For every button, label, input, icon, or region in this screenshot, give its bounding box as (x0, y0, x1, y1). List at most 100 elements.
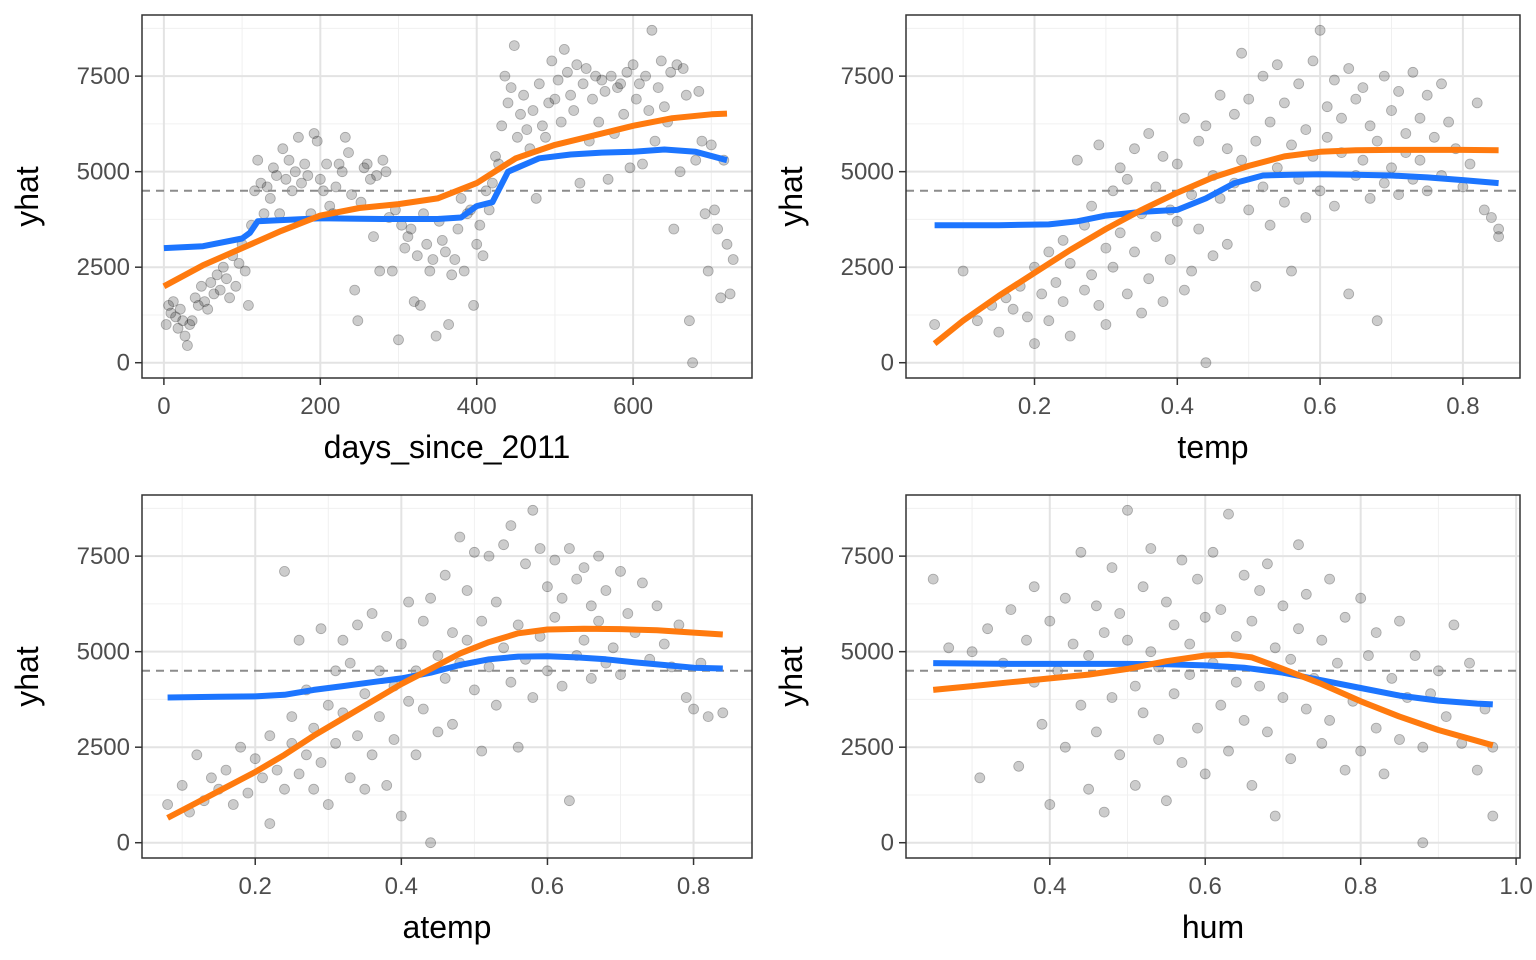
data-point (558, 44, 570, 55)
data-point (546, 55, 558, 67)
data-point (565, 89, 576, 101)
data-point (1238, 569, 1250, 581)
data-point (674, 166, 686, 178)
data-point (377, 154, 389, 166)
data-point (512, 619, 524, 631)
data-point (211, 269, 223, 281)
data-point (1161, 596, 1172, 608)
data-point (1400, 128, 1412, 139)
data-point (1168, 619, 1180, 631)
data-point (1355, 592, 1367, 604)
y-axis-title: yhat (773, 646, 809, 707)
data-point (1493, 231, 1504, 243)
data-point (1357, 154, 1369, 166)
panel-hum: 0.4 0.6 0.8 1.0 0 2500 5000 7500 hum yhat (773, 494, 1533, 945)
x-axis-title: days_since_2011 (324, 429, 571, 465)
data-point (458, 265, 470, 277)
data-point (1286, 139, 1297, 151)
data-point (330, 181, 342, 193)
data-point (1300, 124, 1312, 136)
data-point (1043, 315, 1055, 327)
data-point (257, 772, 268, 784)
data-point (1044, 615, 1056, 627)
data-point (321, 158, 333, 170)
data-point (505, 676, 517, 688)
data-point (1067, 638, 1079, 650)
data-point (1050, 277, 1062, 288)
data-point (549, 611, 561, 623)
data-point (393, 334, 404, 346)
data-point (322, 799, 334, 810)
data-point (414, 299, 426, 311)
data-point (227, 799, 239, 810)
data-point (552, 74, 564, 86)
data-point (622, 608, 634, 619)
data-point (709, 204, 720, 216)
data-point (176, 780, 188, 791)
data-point (1493, 223, 1504, 235)
data-point (1262, 726, 1273, 738)
data-point (1271, 59, 1283, 71)
data-point (1343, 288, 1355, 300)
data-point (1293, 623, 1304, 635)
data-point (1114, 227, 1126, 239)
data-point (1407, 66, 1419, 78)
blue-curve (933, 660, 1493, 708)
data-point (1277, 600, 1289, 612)
data-point (1122, 634, 1133, 646)
data-point (439, 673, 451, 684)
data-point (402, 231, 414, 243)
data-point (1100, 242, 1112, 254)
data-point (1314, 24, 1326, 36)
data-point (430, 330, 442, 342)
data-point (471, 238, 483, 250)
data-point (1022, 311, 1033, 323)
data-point (1316, 738, 1328, 749)
data-point (652, 82, 664, 93)
data-point (549, 554, 561, 566)
data-point (417, 703, 429, 715)
data-point (452, 223, 464, 235)
data-point (468, 684, 480, 696)
data-point (1207, 546, 1219, 558)
data-point (515, 108, 526, 120)
data-point (957, 265, 969, 277)
data-point (1386, 673, 1398, 684)
data-point (424, 265, 436, 277)
data-point (982, 623, 993, 635)
plot-area (906, 504, 1520, 849)
data-point (534, 543, 546, 554)
data-point (1036, 718, 1048, 730)
data-point (1157, 150, 1169, 162)
data-point (165, 307, 177, 319)
data-point (368, 231, 379, 243)
data-point (264, 818, 276, 829)
data-point (499, 70, 511, 82)
data-point (1378, 70, 1390, 82)
panel-border (141, 14, 753, 379)
data-point (1200, 120, 1212, 132)
data-point (1321, 101, 1333, 113)
data-point (315, 757, 327, 768)
data-point (403, 596, 415, 608)
data-point (1300, 703, 1312, 715)
data-point (242, 787, 254, 799)
data-point (421, 238, 433, 250)
data-point (520, 558, 531, 570)
data-point (1229, 108, 1240, 120)
data-point (593, 550, 604, 562)
data-point (1083, 650, 1094, 661)
data-point (167, 296, 179, 308)
data-point (696, 135, 708, 147)
data-point (690, 154, 702, 166)
y-tick-label: 7500 (841, 543, 894, 570)
data-point (293, 634, 305, 646)
data-point (929, 319, 940, 330)
data-point (502, 97, 514, 109)
data-point (1161, 795, 1172, 807)
y-tick-label: 2500 (77, 254, 130, 281)
data-point (1186, 265, 1197, 277)
data-point (447, 627, 458, 638)
data-point (461, 585, 473, 596)
